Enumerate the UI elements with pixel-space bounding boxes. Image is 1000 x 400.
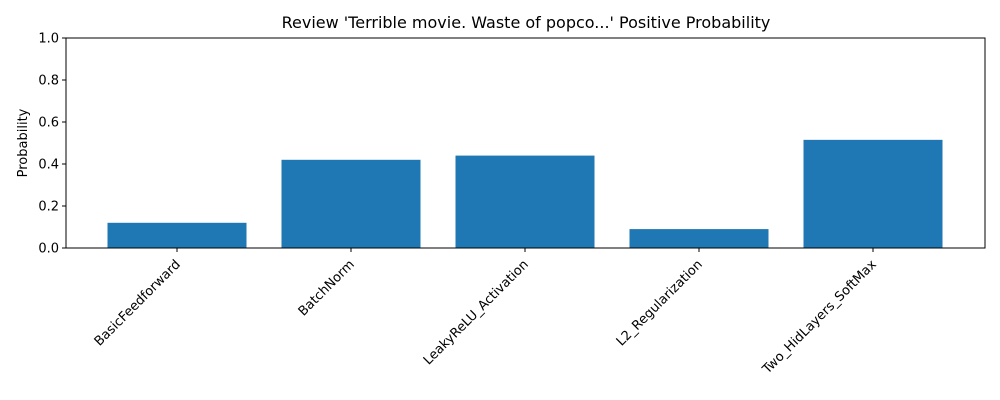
- bar-basicfeedforward: [107, 222, 247, 248]
- bar-l2-regularization: [629, 229, 769, 248]
- y-axis-label: Probability: [16, 108, 31, 177]
- y-tick-label: 0.0: [38, 242, 59, 257]
- y-tick-label: 0.4: [38, 158, 59, 173]
- bar-batchnorm: [281, 159, 421, 248]
- x-tick-label: Two_HidLayers_SoftMax: [759, 257, 880, 378]
- y-axis-ticks: 0.0 0.2 0.4 0.6 0.8 1.0: [38, 32, 66, 257]
- bar-leakyrelu-activation: [455, 155, 595, 248]
- bar-two-hidlayers-softmax: [803, 139, 943, 248]
- chart-title: Review 'Terrible movie. Waste of popco..…: [282, 13, 771, 32]
- x-tick-label: BasicFeedforward: [92, 257, 184, 349]
- x-axis-ticks: BasicFeedforward BatchNorm LeakyReLU_Activ…: [92, 248, 880, 378]
- y-tick-label: 1.0: [38, 32, 59, 47]
- plot-frame: [65, 37, 986, 249]
- y-tick-label: 0.2: [38, 200, 59, 215]
- bars-group: [107, 139, 943, 248]
- x-tick-label: BatchNorm: [296, 257, 358, 319]
- y-tick-label: 0.6: [38, 116, 59, 131]
- x-tick-label: L2_Regularization: [614, 257, 706, 349]
- y-tick-label: 0.8: [38, 74, 59, 89]
- x-tick-label: LeakyReLU_Activation: [421, 257, 532, 368]
